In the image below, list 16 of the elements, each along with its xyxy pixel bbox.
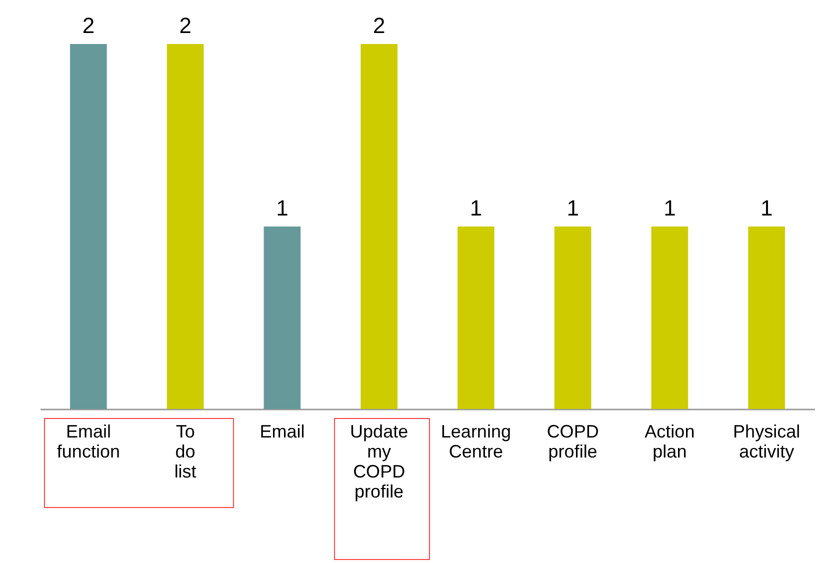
data-label: 2: [179, 13, 192, 38]
x-tick-label: COPD profile: [546, 422, 599, 462]
x-tick-label: Email function: [56, 422, 120, 462]
x-tick-label: To do list: [174, 422, 196, 482]
x-tick-label: Update my COPD profile: [350, 422, 408, 502]
x-tick-label: Email: [260, 422, 305, 442]
x-tick-label: Action plan: [644, 422, 695, 462]
x-tick-label: Learning Centre: [440, 422, 511, 462]
data-label: 1: [566, 196, 579, 220]
data-label: 1: [276, 196, 288, 220]
data-label: 1: [470, 196, 482, 220]
data-label: 2: [372, 13, 386, 38]
data-label: 1: [760, 196, 773, 220]
data-label: 1: [664, 196, 676, 220]
data-label: 2: [82, 13, 95, 38]
x-tick-label: Physical activity: [733, 422, 800, 462]
